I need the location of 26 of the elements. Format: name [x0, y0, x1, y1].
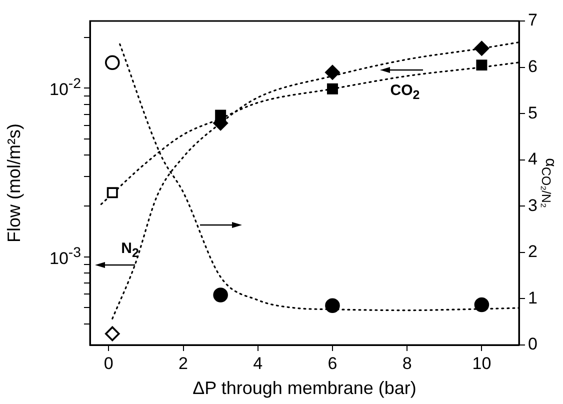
- y-axis-title: Flow (mol/m²s): [4, 124, 24, 242]
- y2-tick-label: 6: [528, 56, 538, 76]
- point: [325, 64, 340, 80]
- y-tick-label: 10$^{-2}$: [49, 76, 81, 100]
- y-tick-label: 10$^{-3}$: [49, 244, 81, 269]
- y2-tick-label: 2: [528, 242, 538, 262]
- y2-tick-label: 5: [528, 103, 538, 122]
- y2-tick-label: 4: [528, 150, 538, 169]
- y2-tick-label: 7: [528, 10, 538, 30]
- x-tick-label: 8: [402, 354, 412, 373]
- point: [215, 110, 226, 121]
- point: [326, 83, 338, 94]
- x-tick-label: 4: [253, 354, 263, 373]
- y2-tick-label: 3: [528, 196, 538, 215]
- point: [474, 40, 490, 56]
- y2-tick-label: 1: [528, 288, 538, 308]
- annotation: CO$_{2}$: [390, 82, 420, 102]
- y2-tick-label: 0: [528, 334, 538, 354]
- point: [106, 187, 118, 198]
- point: [476, 60, 488, 71]
- x-axis-title: ΔP through membrane (bar): [192, 378, 416, 398]
- x-tick-label: 10: [472, 354, 492, 373]
- x-tick-label: 6: [328, 354, 338, 373]
- x-tick-label: 2: [178, 354, 188, 373]
- x-tick-label: 0: [104, 354, 114, 373]
- point: [104, 326, 120, 342]
